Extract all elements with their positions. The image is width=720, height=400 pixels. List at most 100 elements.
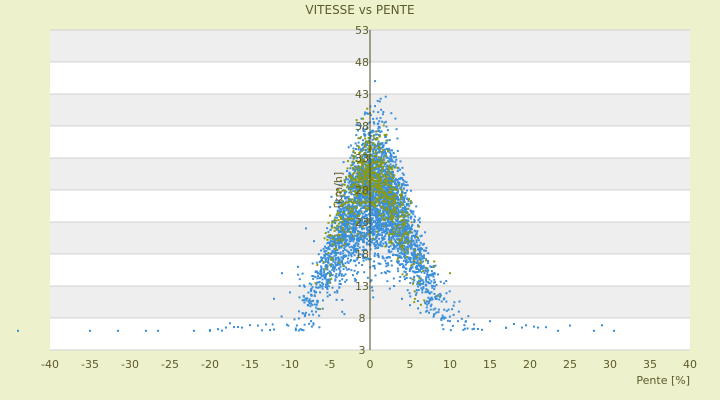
x-tick-label: 35 [643, 358, 657, 371]
data-point-blue [335, 245, 338, 248]
data-point-blue [391, 228, 394, 231]
data-point-blue [422, 287, 425, 290]
data-point-green [392, 186, 395, 189]
data-point-blue [333, 237, 336, 240]
data-point-blue [369, 184, 372, 187]
data-point-blue [398, 202, 401, 205]
data-point-blue [425, 277, 428, 280]
data-point-blue [411, 263, 414, 266]
data-point-blue [308, 299, 310, 302]
data-point-blue [319, 270, 322, 273]
data-point-blue [403, 275, 406, 278]
data-point-green [390, 233, 393, 236]
data-point-blue [383, 271, 386, 274]
data-point-blue [387, 238, 390, 241]
data-point-green [351, 184, 354, 186]
data-point-blue [401, 225, 404, 228]
data-point-blue [417, 285, 419, 288]
data-point-blue [386, 164, 389, 167]
data-point-blue [396, 149, 399, 152]
data-point-blue [376, 240, 378, 243]
data-point-blue [387, 206, 390, 208]
data-point-green [399, 205, 402, 208]
data-point-blue [347, 181, 350, 184]
data-point-blue [400, 252, 403, 255]
data-point-green [364, 167, 367, 170]
data-point-blue [406, 197, 409, 200]
data-point-green [379, 178, 382, 181]
data-point-blue [357, 236, 359, 239]
data-point-green [382, 218, 385, 221]
data-point-blue [363, 210, 366, 213]
data-point-blue [387, 194, 390, 197]
data-point-green [374, 204, 377, 207]
data-point-green [367, 170, 369, 173]
data-point-blue [315, 261, 318, 264]
data-point-blue [384, 259, 387, 262]
data-point-green [378, 183, 380, 186]
data-point-blue [415, 205, 418, 208]
data-point-blue [394, 165, 397, 168]
data-point-green [355, 159, 358, 162]
data-point-blue [342, 230, 345, 233]
data-point-blue [402, 241, 405, 244]
data-point-green [389, 179, 392, 182]
data-point-blue [370, 204, 373, 207]
data-point-blue [333, 270, 336, 273]
data-point-blue [356, 244, 359, 247]
data-point-blue [377, 151, 380, 154]
data-point-green [357, 137, 360, 140]
data-point-blue [396, 227, 399, 230]
data-point-blue [353, 231, 356, 234]
data-point-green [375, 198, 378, 201]
data-point-blue [318, 280, 321, 283]
data-point-blue [418, 217, 421, 220]
data-point-blue [395, 163, 398, 166]
data-point-blue [390, 199, 393, 202]
data-point-blue [378, 237, 381, 240]
data-point-blue [396, 226, 399, 229]
data-point-blue [335, 263, 337, 266]
data-point-blue [369, 214, 372, 217]
data-point-blue [390, 259, 393, 262]
data-point-blue [413, 251, 416, 254]
data-point-blue [303, 301, 306, 304]
data-point-blue [387, 203, 390, 206]
data-point-blue [351, 203, 354, 206]
data-point-green [347, 160, 350, 163]
data-point-blue [386, 177, 389, 180]
data-point-green [362, 190, 365, 193]
data-point-green [377, 176, 380, 179]
data-point-blue [327, 241, 330, 244]
data-point-blue [354, 243, 357, 246]
data-point-blue [357, 160, 360, 163]
data-point-green [343, 264, 346, 267]
data-point-blue [310, 325, 313, 328]
data-point-green [368, 174, 371, 177]
data-point-blue [403, 192, 406, 194]
data-point-green [371, 173, 373, 176]
data-point-blue [345, 255, 348, 258]
data-point-green [367, 136, 370, 139]
data-point-blue [373, 122, 376, 125]
data-point-blue [403, 244, 406, 247]
data-point-green [406, 248, 409, 251]
data-point-blue [376, 158, 378, 161]
data-point-blue [402, 249, 405, 252]
data-point-green [390, 216, 393, 219]
data-point-blue [439, 295, 442, 298]
data-point-blue [390, 183, 393, 186]
data-point-green [371, 171, 373, 174]
data-point-blue [457, 320, 459, 323]
data-point-blue [329, 270, 332, 273]
data-point-blue [318, 277, 321, 280]
data-point-green [386, 160, 389, 163]
data-point-blue [328, 236, 330, 239]
data-point-green [413, 259, 416, 262]
data-point-blue [463, 324, 466, 327]
data-point-blue [429, 274, 432, 277]
data-point-blue [304, 297, 307, 300]
data-point-blue [397, 203, 400, 206]
data-point-green [393, 174, 396, 177]
data-point-blue [428, 292, 431, 295]
